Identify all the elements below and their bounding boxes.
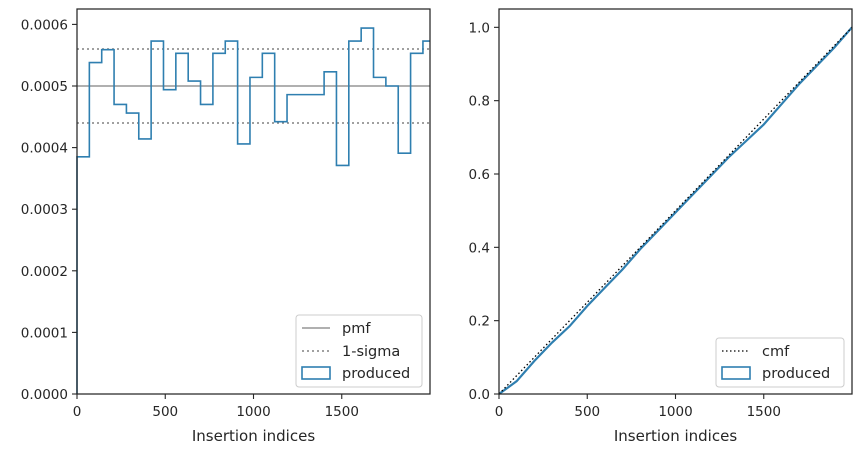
y-tick-label: 0.0005 [21,79,68,95]
cmf-line [498,26,853,395]
x-axis-label-right: Insertion indices [614,427,737,445]
y-tick-label: 0.6 [469,167,490,183]
legend-produced-swatch [301,366,331,380]
legend-box [295,314,423,388]
x-tick-label: 1500 [747,404,781,420]
legend-right: cmf produced [715,337,845,388]
x-axis-ticks-left: 0 500 1000 1500 [73,394,359,420]
x-axis-label-left: Insertion indices [192,427,315,445]
legend-pmf-label: pmf [342,321,371,337]
y-tick-label: 0.4 [469,240,490,256]
y-tick-label: 0.0006 [21,17,68,33]
x-tick-label: 0 [495,404,504,420]
cmf-chart: 0 500 1000 1500 0.0 0.2 0.4 0.6 0.8 1.0 Insertio… [469,8,853,445]
y-tick-label: 0.0000 [21,387,68,403]
x-tick-label: 500 [574,404,600,420]
y-tick-label: 0.0004 [21,141,68,157]
y-tick-label: 0.2 [469,314,490,330]
y-axis-ticks-left: 0.0000 0.0001 0.0002 0.0003 0.0004 0.0005 0.00… [21,17,77,403]
y-tick-label: 0.0001 [21,325,68,341]
produced-cumulative-series [498,26,853,395]
legend-sigma-label: 1-sigma [342,344,400,360]
x-tick-label: 1000 [658,404,692,420]
x-tick-label: 0 [73,404,82,420]
x-tick-label: 500 [152,404,178,420]
legend-cmf-label: cmf [762,344,790,360]
pmf-chart: 0 500 1000 1500 0.00000.00010.00020.00030.0… [21,8,431,445]
legend-left: pmf 1-sigma produced [295,314,423,388]
produced-step-series [76,27,430,394]
sigma-lines [77,48,430,124]
plot-frame-right [498,8,853,395]
y-tick-label: 0.0003 [21,202,68,218]
legend-produced-label: produced [342,366,410,382]
y-tick-label: 0.0 [469,387,490,403]
x-tick-label: 1500 [325,404,359,420]
x-tick-label: 1000 [236,404,270,420]
y-axis-ticks-right: 0.0 0.2 0.4 0.6 0.8 1.0 [469,20,499,403]
y-tick-label: 1.0 [469,20,490,36]
legend-produced-swatch [721,366,751,380]
y-tick-label: 0.8 [469,94,490,110]
y-tick-label: 0.0002 [21,264,68,280]
x-axis-ticks-right: 0 500 1000 1500 [495,394,781,420]
legend-produced-label: produced [762,366,830,382]
legend-box [715,337,845,388]
